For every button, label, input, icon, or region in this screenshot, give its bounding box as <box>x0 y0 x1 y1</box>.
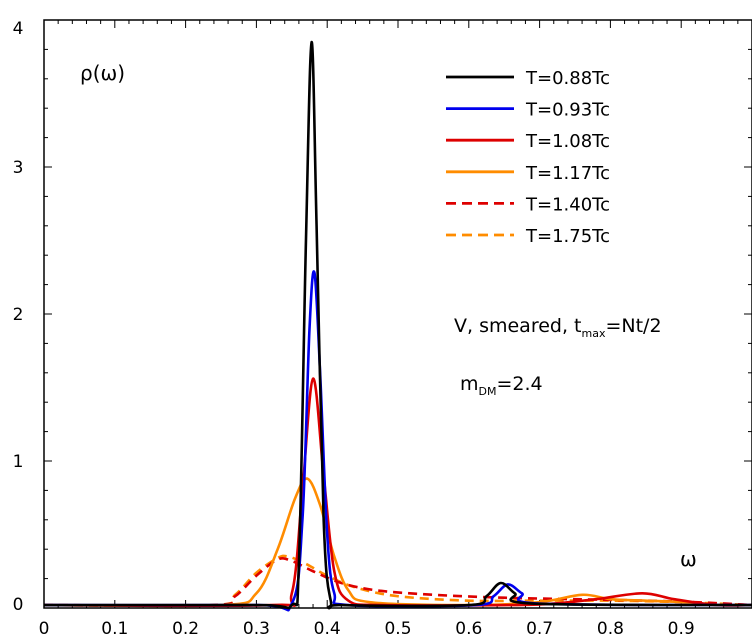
series-line-1 <box>43 270 752 612</box>
y-tick-label: 1 <box>13 452 24 472</box>
y-tick-label: 3 <box>13 158 24 178</box>
plot-frame <box>43 19 752 609</box>
legend-label: T=0.88Tc <box>525 68 610 89</box>
series-line-4 <box>43 557 752 608</box>
legend-label: T=0.93Tc <box>525 100 610 121</box>
legend: T=0.88Tc T=0.93Tc T=1.08Tc T=1.17Tc T=1.40Tc… <box>446 68 610 247</box>
legend-label: T=1.17Tc <box>525 163 610 184</box>
x-tick-label: 0.1 <box>101 619 128 639</box>
y-tick-label: 0 <box>13 595 24 615</box>
x-tick-label: 0.9 <box>668 619 695 639</box>
series-line-0 <box>44 40 752 610</box>
x-tick-label: 0.6 <box>455 619 482 639</box>
legend-label: T=1.40Tc <box>525 194 610 215</box>
legend-label: T=1.08Tc <box>525 131 610 152</box>
y-tick-label: 4 <box>13 19 24 39</box>
x-tick-label: 0.5 <box>384 619 411 639</box>
x-tick-label: 0.8 <box>597 619 624 639</box>
x-tick-label: 0 <box>39 619 50 639</box>
x-tick-label: 0.7 <box>526 619 553 639</box>
axis-tick-labels: 0 0.1 0.2 0.3 0.4 0.5 0.6 0.7 0.8 0.9 0 1 2 3 4 <box>13 19 695 639</box>
x-tick-label: 0.4 <box>314 619 341 639</box>
series-lines <box>43 40 752 612</box>
series-line-2 <box>43 377 752 608</box>
y-axis-label: ρ(ω) <box>80 61 125 85</box>
x-axis-label: ω <box>680 547 697 571</box>
x-tick-label: 0.2 <box>172 619 199 639</box>
series-line-3 <box>43 477 752 608</box>
legend-label: T=1.75Tc <box>525 226 610 247</box>
annotation-mass: mDM=2.4 <box>460 373 543 398</box>
annotation-smearing: V, smeared, tmax=Nt/2 <box>454 315 662 340</box>
x-tick-label: 0.3 <box>243 619 270 639</box>
y-tick-label: 2 <box>13 305 24 325</box>
